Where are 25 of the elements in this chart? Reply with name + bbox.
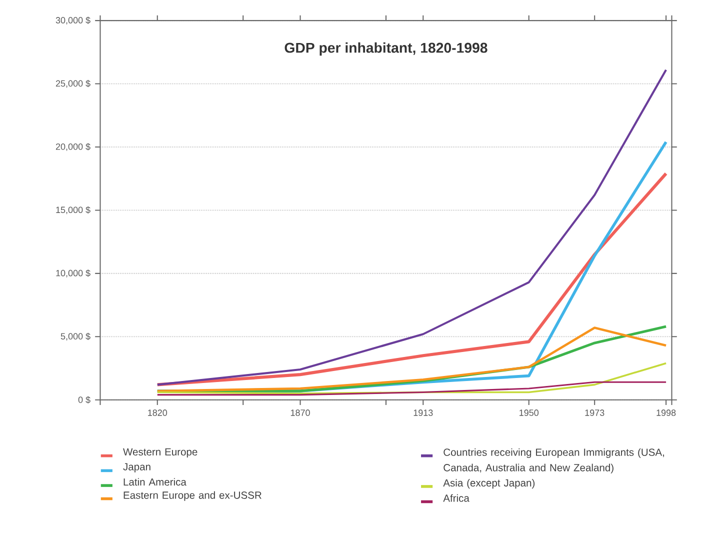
- x-tick-label: 1973: [585, 410, 604, 416]
- x-tick-label: 1820: [148, 410, 168, 416]
- x-tick-label: 1998: [656, 410, 676, 416]
- line-series: [156, 382, 667, 396]
- y-tick-label: 30,000 $: [56, 16, 90, 25]
- legend-label: Latin America: [124, 478, 186, 486]
- line-series: [156, 362, 667, 395]
- text: GDP per inhabitant, 1820-1998: [284, 42, 488, 56]
- x-tick-label: 1913: [414, 410, 433, 416]
- line-series: [156, 172, 668, 386]
- y-tick-label: 15,000 $: [56, 206, 90, 214]
- legend-label: Asia (except Japan): [443, 479, 535, 489]
- y-tick-label: 20,000 $: [56, 143, 90, 152]
- x-tick-label: 1950: [520, 410, 539, 416]
- legend-label: Eastern Europe and ex-USSR: [124, 491, 262, 502]
- line-series: [156, 69, 668, 386]
- legend-label: Countries receiving European Immigrants (USA, Canada, Australia and New Zealand): [444, 448, 664, 474]
- y-tick-label: 10,000 $: [56, 270, 90, 278]
- legend-label: Japan: [123, 463, 150, 473]
- y-tick-label: 0 $: [78, 396, 90, 404]
- x-tick-label: 1870: [290, 410, 310, 416]
- y-tick-label: 25,000 $: [56, 80, 90, 88]
- legend-label: Western Europe: [123, 448, 198, 458]
- legend-label: Africa: [443, 494, 470, 502]
- y-tick-label: 5,000 $: [60, 332, 90, 341]
